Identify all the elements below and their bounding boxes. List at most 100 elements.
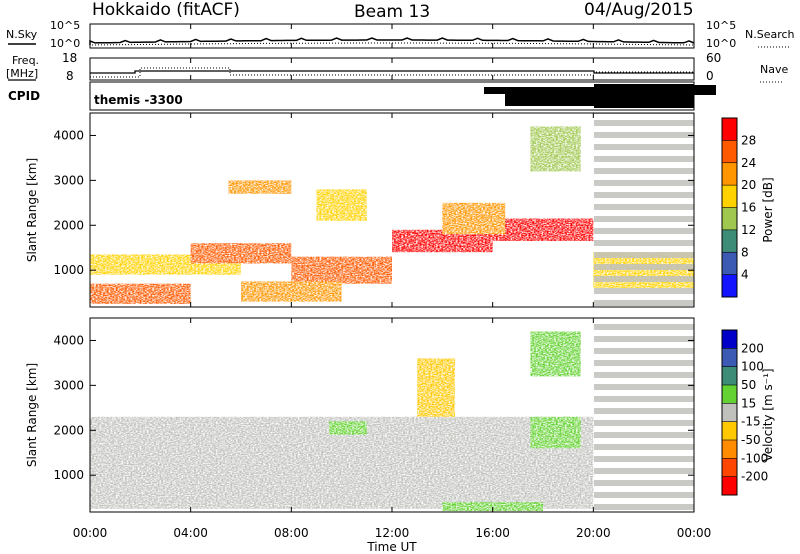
velocity-band [530, 331, 581, 377]
x-axis-ticks: 00:00 04:00 08:00 12:00 16:00 20:00 00:00 [73, 24, 712, 540]
y-tick-label: 1000 [53, 263, 84, 277]
x-tick-label: 08:00 [274, 526, 309, 540]
power-band [228, 180, 292, 194]
nave-label: Nave [760, 63, 788, 76]
nsky-tick-bottom: 10^0 [50, 37, 80, 50]
colorbar-segment [722, 330, 737, 349]
power-band [392, 229, 493, 253]
date-title: 04/Aug/2015 [584, 0, 694, 20]
velocity-band [329, 421, 367, 435]
cpid-label: CPID [8, 89, 40, 103]
cpid-block [694, 85, 716, 95]
velocity-ylabel: Slant Range [km] [25, 363, 39, 467]
cpid-panel: CPID themis -3300 [8, 81, 716, 111]
y-tick-label: 4000 [53, 333, 84, 347]
nsky-trace [89, 37, 695, 45]
power-band [316, 189, 367, 221]
nave-trace [90, 67, 694, 78]
power-panel: Slant Range [km] 4000 3000 2000 1000 [25, 112, 695, 308]
nsky-panel: N.Sky 10^5 10^0 10^5 10^0 N.Search [6, 19, 795, 50]
colorbar-tick-label: 50 [741, 378, 756, 392]
colorbar-segment [722, 421, 737, 441]
colorbar-tick-label: 20 [741, 178, 756, 192]
velocity-band [417, 358, 455, 417]
velocity-band [442, 502, 543, 512]
power-yticks: 4000 3000 2000 1000 [53, 128, 694, 277]
velocity-band [530, 416, 581, 449]
velocity-panel: Slant Range [km] 4000 3000 2000 1000 [25, 317, 695, 513]
colorbar-tick-label: 24 [741, 156, 756, 170]
power-colorbar: 28 24 20 16 12 8 4 [721, 117, 756, 298]
nave-tick-bottom: 0 [706, 69, 714, 83]
nsearch-tick-top: 10^5 [706, 19, 736, 32]
nsearch-trace [89, 42, 695, 46]
colorbar-tick-label: 28 [741, 133, 756, 147]
power-night-stripes [594, 113, 694, 307]
x-tick-label: 20:00 [576, 526, 611, 540]
colorbar-tick-label: 15 [741, 396, 756, 410]
freq-trace [90, 70, 694, 74]
colorbar-tick-label: -100 [741, 451, 768, 465]
power-ylabel: Slant Range [km] [25, 158, 39, 262]
x-tick-label: 16:00 [475, 526, 510, 540]
power-band [90, 283, 191, 304]
power-band [530, 126, 581, 172]
colorbar-segment [722, 229, 737, 253]
colorbar-segment [722, 252, 737, 276]
y-tick-label: 3000 [53, 378, 84, 392]
colorbar-segment [722, 185, 737, 208]
colorbar-segment [722, 207, 737, 231]
cpid-block [594, 84, 694, 108]
colorbar-segment [722, 385, 737, 404]
velocity-night-stripes [594, 318, 694, 512]
freq-panel: Freq. [MHz] 18 8 60 0 Nave [6, 51, 788, 83]
x-tick-label: 04:00 [173, 526, 208, 540]
colorbar-tick-label: 100 [741, 360, 764, 374]
colorbar-segment [722, 476, 737, 496]
power-band [190, 243, 292, 264]
y-tick-label: 1000 [53, 468, 84, 482]
nave-tick-top: 60 [706, 51, 721, 65]
cpid-blocks [484, 84, 716, 108]
x-tick-label: 00:00 [73, 526, 108, 540]
colorbar-segment [722, 348, 737, 368]
nsky-label: N.Sky [6, 28, 38, 41]
colorbar-tick-label: -15 [741, 415, 761, 429]
velocity-colorbar: 200 100 50 15 -15 -50 -100 -200 [721, 329, 768, 496]
power-band [241, 281, 342, 302]
velocity-cbar-label: Velocity [m s⁻¹] [761, 368, 775, 461]
cpid-block [484, 87, 594, 94]
nsky-tick-top: 10^5 [50, 19, 80, 32]
colorbar-tick-label: 12 [741, 223, 756, 237]
freq-tick-top: 18 [62, 51, 77, 65]
freq-unit: [MHz] [6, 67, 38, 80]
colorbar-tick-label: 8 [741, 245, 749, 259]
x-tick-label: 00:00 [677, 526, 712, 540]
cpid-value: themis -3300 [94, 93, 183, 107]
y-tick-label: 2000 [53, 423, 84, 437]
power-data [90, 126, 694, 304]
power-band [442, 202, 506, 235]
x-tick-label: 12:00 [375, 526, 410, 540]
colorbar-segment [722, 366, 737, 386]
freq-tick-bottom: 8 [66, 69, 74, 83]
colorbar-tick-label: 200 [741, 341, 764, 355]
colorbar-tick-label: -50 [741, 433, 761, 447]
colorbar-segment [722, 458, 737, 478]
power-cbar-label: Power [dB] [761, 177, 775, 242]
colorbar-segment [722, 118, 737, 141]
x-axis-label: Time UT [366, 540, 417, 554]
station-title: Hokkaido (fitACF) [92, 0, 240, 20]
colorbar-tick-label: 16 [741, 201, 756, 215]
beam-title: Beam 13 [354, 2, 430, 22]
colorbar-segment [722, 274, 737, 298]
power-band [492, 218, 594, 241]
colorbar-tick-label: -200 [741, 470, 768, 484]
colorbar-tick-label: 4 [741, 268, 749, 282]
colorbar-frame [721, 329, 738, 496]
colorbar-segment [722, 440, 737, 459]
colorbar-segment [722, 403, 737, 423]
freq-label: Freq. [12, 54, 39, 67]
velocity-data [90, 331, 594, 512]
